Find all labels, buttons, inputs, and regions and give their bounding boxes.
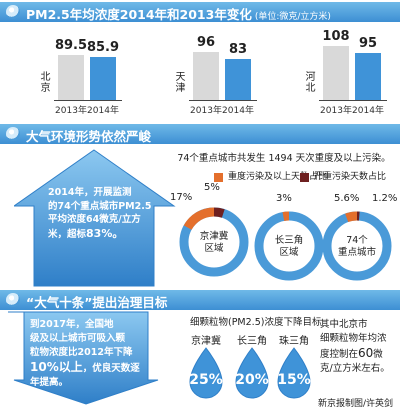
section-title-goals: “大气十条”提出治理目标	[26, 295, 168, 310]
donut-region-label: 74个 重点城市	[337, 235, 376, 258]
section-header-air: 大气环境形势依然严峻	[0, 124, 400, 144]
bar-2013	[58, 55, 84, 100]
donut-hole	[264, 221, 314, 271]
goal-big: 10%以上	[30, 360, 83, 374]
donut-severe-pct: 1.2%	[372, 193, 398, 204]
section-bullet-icon	[6, 293, 20, 307]
drop-city-label: 珠三角	[279, 336, 309, 347]
drop-marker	[189, 347, 223, 399]
year-label-2014: 2014年	[87, 106, 119, 116]
year-label-2013: 2013年	[320, 106, 352, 116]
bar-value-2013: 108	[322, 29, 350, 44]
reduction-target-title: 细颗粒物(PM2.5)浓度下降目标	[190, 317, 322, 328]
goals-section: 到2017年，全国地 级及以上城市可吸入颗 粒物浓度比2012年下降 10%以上…	[0, 310, 400, 412]
donut-severe-pct: 5%	[204, 182, 220, 193]
year-label-2014: 2014年	[222, 106, 254, 116]
donut-heavy-pct: 3%	[276, 193, 292, 204]
legend-heavy-swatch	[214, 173, 223, 182]
arrow-line-1: 2014年，开展监测	[48, 187, 132, 198]
bar-group: 北京 89.5 85.9 2013年 2014年	[40, 22, 130, 122]
bar-value-2014: 95	[358, 35, 378, 51]
goal-line-1: 到2017年，全国地	[30, 319, 114, 330]
bar-2014	[225, 58, 251, 100]
arrow-text: 2014年，开展监测 的74个重点城市PM2.5 平均浓度64微克/立方 米，超…	[48, 186, 160, 241]
drop-value: 15%	[277, 372, 311, 388]
up-arrow-icon	[8, 311, 159, 405]
section-title-pm25: PM2.5年均浓度2014年和2013年变化 (单位:微克/立方米)	[26, 7, 331, 22]
drop-shape	[189, 347, 223, 399]
section-bullet-icon	[6, 127, 20, 141]
donut-heavy-slice	[345, 211, 358, 223]
year-label-2014: 2014年	[352, 106, 384, 116]
donut-severe-slice	[213, 207, 225, 218]
legend-heavy-label: 重度污染及以上天数占比	[228, 172, 328, 182]
city-label: 天津	[175, 72, 186, 94]
drop-city-label: 长三角	[237, 336, 267, 347]
year-label-2013: 2013年	[190, 106, 222, 116]
bar-2013	[323, 46, 349, 100]
section-header-goals: “大气十条”提出治理目标	[0, 290, 400, 310]
beijing-line-4: 克/立方米左右。	[320, 363, 390, 374]
section-bullet-icon	[6, 5, 20, 19]
goal-line-4: ，优良天数逐	[82, 363, 140, 374]
bar-group: 河北 108 95 2013年 2014年	[305, 22, 395, 122]
legend-severe-swatch	[300, 173, 309, 182]
donut-hole	[189, 217, 239, 267]
donut-heavy-slice	[183, 207, 215, 230]
donut-region-label: 京津冀 区域	[199, 231, 229, 254]
arrow-line-3: 平均浓度64微克/立方	[48, 214, 141, 225]
beijing-big: 60	[358, 346, 374, 360]
axis-baseline	[319, 100, 387, 101]
drop-value: 25%	[189, 372, 223, 388]
big-arrow-icon	[14, 149, 176, 287]
beijing-line-1: 其中北京市	[320, 319, 368, 330]
bar-value-2014: 83	[228, 41, 248, 57]
donut-region-label: 长三角 区域	[274, 235, 304, 258]
drop-city-label: 京津冀	[191, 336, 221, 347]
beijing-text: 其中北京市 细颗粒物年均浓 度控制在60微 克/立方米左右。	[320, 318, 398, 376]
drop-marker	[277, 347, 311, 399]
unit-label: (单位:微克/立方米)	[254, 12, 331, 22]
credit-label: 新京报制图/许英剑	[318, 399, 394, 409]
drop-shape	[277, 347, 311, 399]
axis-baseline	[54, 100, 122, 101]
bar-value-2013: 89.5	[54, 38, 88, 54]
bar-2014	[90, 57, 116, 100]
goal-line-2: 级及以上城市可吸入颗	[30, 333, 126, 344]
axis-baseline	[189, 100, 257, 101]
air-situation-section: 2014年，开展监测 的74个重点城市PM2.5 平均浓度64微克/立方 米，超…	[0, 148, 400, 290]
goal-line-3: 粒物浓度比2012年下降	[30, 347, 133, 358]
city-label: 北京	[40, 72, 51, 94]
beijing-unit: 微	[373, 349, 383, 360]
donut-charts	[179, 207, 392, 281]
bar-value-2013: 96	[196, 35, 216, 50]
bar-group: 天津 96 83 2013年 2014年	[175, 22, 265, 122]
beijing-line-2: 细颗粒物年均浓	[320, 333, 387, 344]
bar-2013	[193, 52, 219, 100]
beijing-line-3: 度控制在	[320, 349, 359, 360]
legend-severe-label: 严重污染天数占比	[314, 172, 387, 182]
arrow-line-2: 的74个重点城市PM2.5	[48, 200, 152, 212]
bar-value-2014: 85.9	[86, 40, 120, 56]
section-title-air: 大气环境形势依然严峻	[26, 129, 152, 144]
city-label: 河北	[305, 72, 316, 94]
goal-line-5: 年提高。	[30, 377, 69, 388]
donut-heavy-pct: 17%	[170, 192, 193, 203]
donut-hole	[332, 221, 382, 271]
pollution-summary: 74个重点城市共发生 1494 天次重度及以上污染。	[177, 153, 391, 164]
arrow-line-4: 米，超标	[48, 228, 87, 240]
donut-heavy-pct: 5.6%	[334, 193, 360, 204]
year-label-2013: 2013年	[55, 106, 87, 116]
bar-2014	[355, 52, 381, 100]
drop-value: 20%	[235, 372, 269, 388]
arrow-highlight: 83%。	[86, 226, 124, 240]
drop-shape	[235, 347, 269, 399]
drop-marker	[235, 347, 269, 399]
section-header-pm25: PM2.5年均浓度2014年和2013年变化 (单位:微克/立方米)	[0, 2, 400, 22]
goal-text: 到2017年，全国地 级及以上城市可吸入颗 粒物浓度比2012年下降 10%以上…	[30, 318, 148, 390]
pm25-bar-chart: 北京 89.5 85.9 2013年 2014年 天津 96 83 2013年 2014年 河北 10…	[0, 22, 400, 122]
donut-heavy-slice	[282, 211, 290, 221]
